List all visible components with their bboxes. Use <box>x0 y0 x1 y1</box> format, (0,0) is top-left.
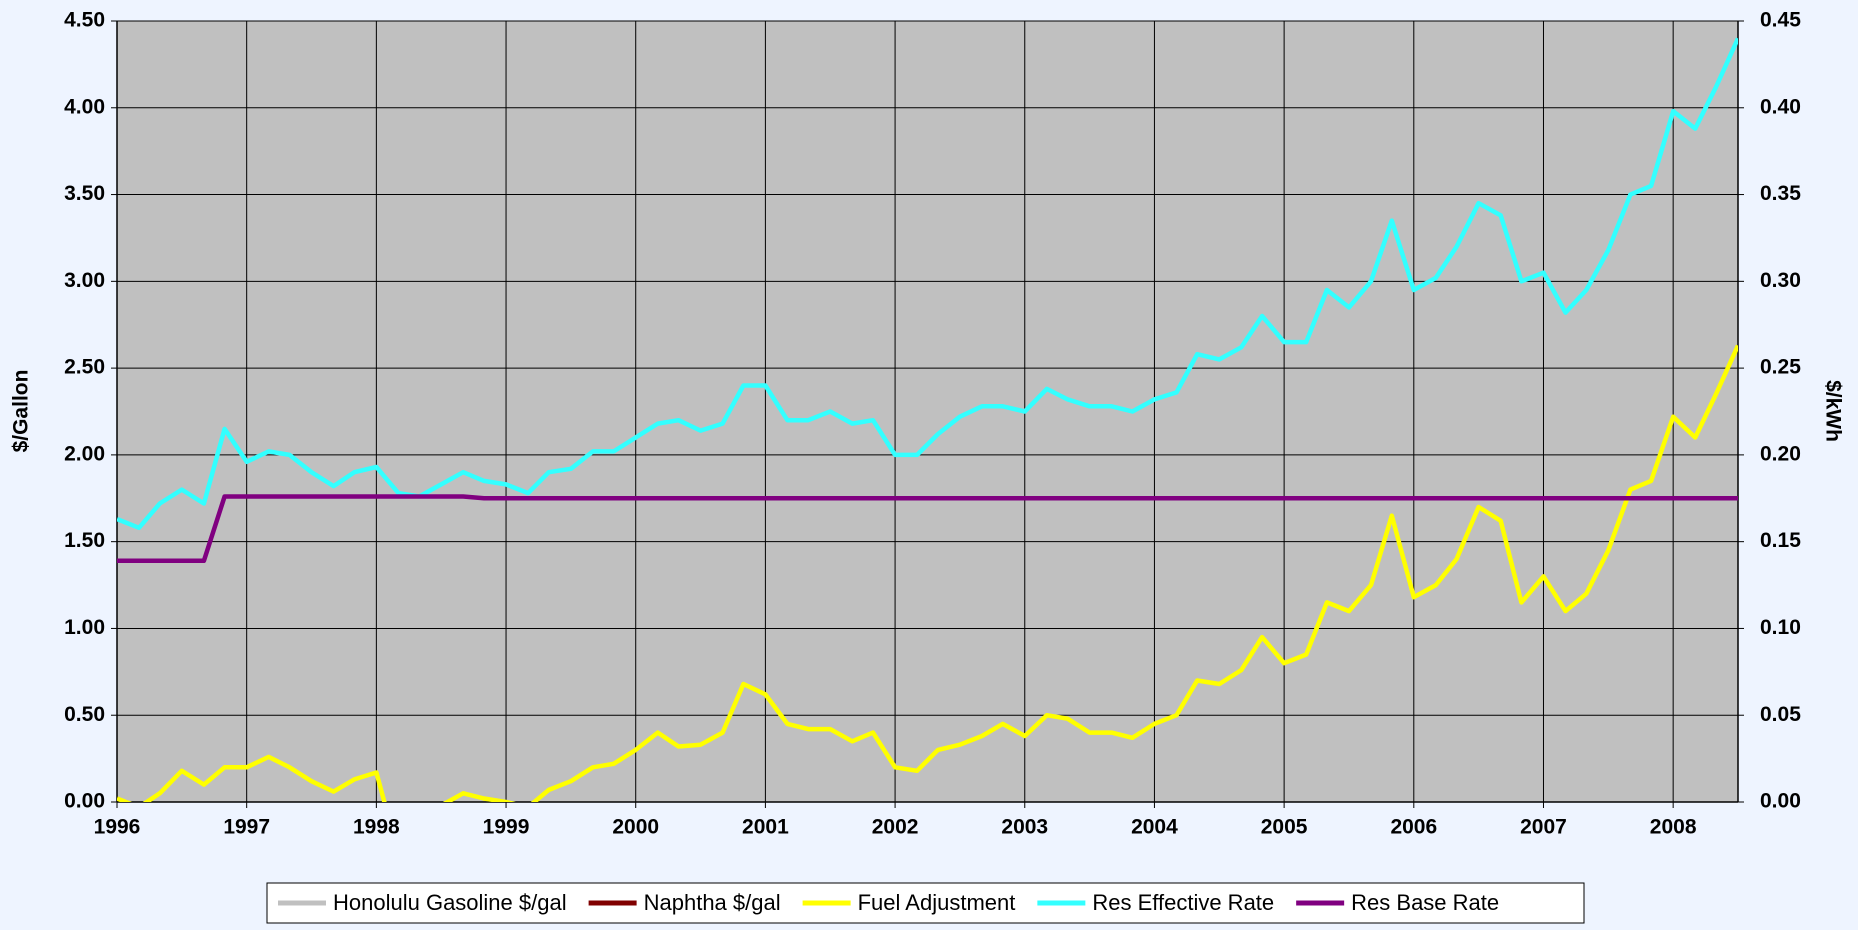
y-tick-label: 2.00 <box>64 442 105 465</box>
x-tick-label: 1998 <box>353 816 400 839</box>
y2-tick-label: 0.30 <box>1760 269 1801 292</box>
x-tick-label: 2008 <box>1650 816 1697 839</box>
y2-tick-label: 0.05 <box>1760 703 1801 726</box>
y-tick-label: 0.00 <box>64 790 105 813</box>
y-tick-label: 1.50 <box>64 529 105 552</box>
y-tick-label: 3.00 <box>64 269 105 292</box>
series-line <box>117 37 1738 531</box>
y2-tick-label: 0.20 <box>1760 442 1801 465</box>
y2-tick-label: 0.25 <box>1760 356 1801 379</box>
y2-tick-label: 0.15 <box>1760 529 1801 552</box>
series-line <box>117 494 1738 564</box>
legend-text: Res Effective Rate <box>1092 890 1274 915</box>
x-tick-label: 2005 <box>1261 816 1308 839</box>
x-tick-label: 2007 <box>1520 816 1567 839</box>
y-tick-label: 3.50 <box>64 182 105 205</box>
plot-area <box>117 21 1738 802</box>
y2-axis-label: $/kWh <box>1821 380 1844 442</box>
series-line <box>117 344 1738 802</box>
legend-text: Naphtha $/gal <box>644 890 781 915</box>
legend-text: Res Base Rate <box>1351 890 1499 915</box>
x-tick-label: 1999 <box>483 816 530 839</box>
y2-tick-label: 0.00 <box>1760 790 1801 813</box>
x-tick-label: 2006 <box>1390 816 1437 839</box>
y-tick-label: 4.50 <box>64 9 105 32</box>
x-tick-label: 2003 <box>1001 816 1048 839</box>
legend-text: Fuel Adjustment <box>858 890 1016 915</box>
y2-tick-label: 0.40 <box>1760 95 1801 118</box>
y-tick-label: 2.50 <box>64 356 105 379</box>
y-axis-label: $/Gallon <box>10 370 33 453</box>
y2-tick-label: 0.10 <box>1760 616 1801 639</box>
y-tick-label: 1.00 <box>64 616 105 639</box>
x-tick-label: 1996 <box>94 816 141 839</box>
x-tick-label: 2001 <box>742 816 789 839</box>
x-tick-label: 2002 <box>872 816 919 839</box>
legend-text: Honolulu Gasoline $/gal <box>333 890 567 915</box>
x-tick-label: 1997 <box>223 816 270 839</box>
y2-tick-label: 0.45 <box>1760 9 1801 32</box>
y2-tick-label: 0.35 <box>1760 182 1801 205</box>
y-tick-label: 4.00 <box>64 95 105 118</box>
y-tick-label: 0.50 <box>64 703 105 726</box>
x-tick-label: 2000 <box>612 816 659 839</box>
x-tick-label: 2004 <box>1131 816 1178 839</box>
legend <box>266 882 1585 924</box>
